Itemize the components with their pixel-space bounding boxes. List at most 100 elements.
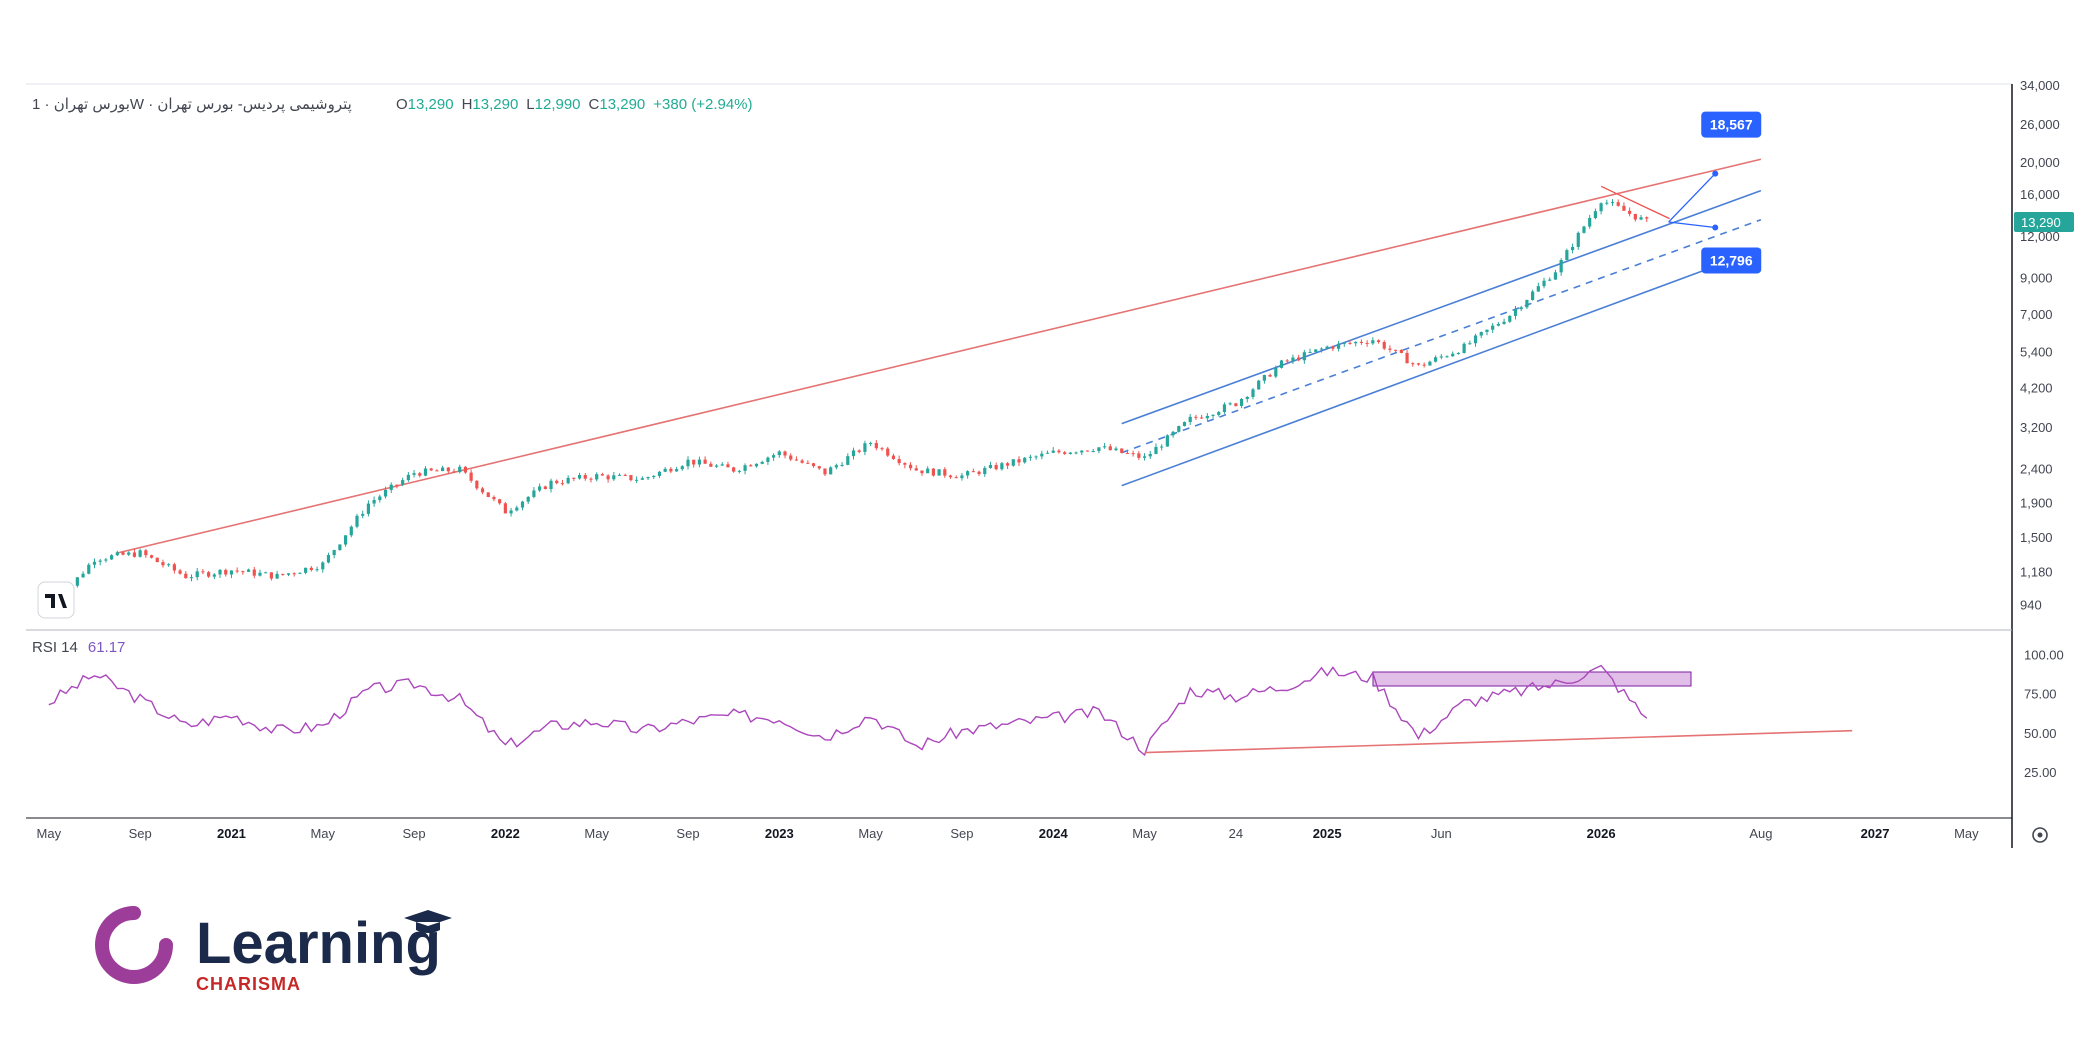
candle (1000, 461, 1004, 471)
candle (366, 500, 371, 517)
target-callouts[interactable]: 18,567 12,796 (1668, 111, 1762, 274)
candle (286, 573, 291, 577)
candle (840, 462, 844, 467)
candle (429, 467, 433, 472)
candle (1051, 447, 1055, 454)
settings-gear-icon[interactable] (2032, 827, 2048, 843)
candle (1137, 451, 1141, 460)
candle (1645, 216, 1649, 222)
candle (1616, 199, 1620, 207)
candle (851, 447, 856, 460)
time-tick-label: Sep (129, 826, 152, 841)
candle (1451, 351, 1455, 357)
symbol-title[interactable]: بورس تهران · 1W · پتروشیمی پردیس- بورس ت… (32, 96, 352, 114)
candle (834, 463, 838, 470)
target-badge[interactable] (1701, 247, 1762, 274)
price-tick-label: 20,000 (2020, 155, 2060, 170)
candle (1177, 425, 1181, 433)
rsi-legend[interactable]: RSI 14 61.17 (32, 639, 125, 656)
candle (1508, 315, 1512, 323)
candle (1394, 349, 1398, 353)
candle (1485, 329, 1489, 336)
candle (1165, 434, 1169, 447)
candle (452, 468, 456, 474)
candle (1154, 443, 1158, 455)
trendlines[interactable] (117, 158, 1762, 554)
candle (98, 558, 102, 566)
candle (749, 463, 753, 467)
channel-upper-line[interactable] (1121, 189, 1762, 425)
time-tick-label: 2027 (1861, 826, 1890, 841)
candle (1171, 430, 1175, 438)
time-tick-label: May (37, 826, 62, 841)
candle (423, 466, 428, 477)
candle (863, 440, 867, 456)
price-tick-label: 9,000 (2020, 270, 2053, 285)
channel-mid-line[interactable] (1121, 218, 1762, 454)
time-tick-label: Jun (1431, 826, 1452, 841)
rsi-tick-label: 75.00 (2024, 687, 2057, 702)
candle (235, 567, 239, 574)
candle (87, 562, 91, 575)
candle (372, 496, 376, 507)
target-badge[interactable] (1701, 111, 1762, 138)
time-tick-label: 24 (1229, 826, 1243, 841)
candle (486, 492, 490, 498)
logo-arc-icon (95, 906, 173, 984)
candle (555, 479, 559, 485)
rsi-axis: 100.00 75.00 50.00 25.00 (2024, 648, 2064, 780)
candle (652, 475, 656, 479)
candle (1097, 447, 1101, 454)
candle (1182, 421, 1187, 427)
candle (401, 477, 405, 487)
candle (1371, 337, 1375, 345)
candle (515, 505, 519, 512)
candle (823, 468, 827, 477)
candle (966, 470, 970, 479)
time-axis[interactable]: May Sep 2021 May Sep 2022 May Sep 2023 May Sep 2024… (37, 826, 1980, 841)
last-price-badge (2014, 211, 2074, 232)
candle (948, 474, 953, 479)
candle (246, 568, 251, 572)
candle (760, 460, 764, 465)
candle (983, 465, 987, 477)
candle (663, 467, 667, 473)
candle (1239, 398, 1244, 409)
candle (1085, 450, 1090, 452)
candle (75, 577, 79, 588)
candle (292, 572, 296, 577)
candle (1257, 379, 1261, 390)
rsi-highlight-box[interactable] (1372, 671, 1692, 687)
resistance-line[interactable] (117, 158, 1762, 554)
candle (1411, 362, 1415, 367)
candle (1354, 341, 1358, 347)
candle (241, 570, 245, 575)
candle (110, 554, 114, 561)
candle (252, 567, 256, 579)
candle (1388, 345, 1392, 353)
candle (92, 558, 97, 569)
price-axis[interactable]: 34,000 26,000 20,000 16,000 12,000 9,000 7,000… (2014, 78, 2074, 612)
candle (1468, 340, 1472, 345)
candle (994, 462, 998, 471)
candle (857, 449, 861, 454)
rsi-support-line[interactable] (1144, 729, 1853, 754)
channel-lower-line[interactable] (1121, 248, 1762, 487)
price-tick-label: 2,400 (2020, 462, 2053, 477)
candle (1336, 340, 1341, 352)
candle (121, 551, 125, 556)
candle (321, 561, 325, 573)
candle (463, 466, 468, 474)
candle (931, 467, 935, 477)
candle (1142, 453, 1147, 461)
candle (224, 568, 228, 577)
candle (1228, 402, 1232, 406)
candle (1319, 347, 1324, 353)
candle (720, 462, 724, 467)
tradingview-logo-icon[interactable] (37, 581, 75, 619)
candle (777, 450, 781, 458)
wedge-line[interactable] (1600, 185, 1670, 220)
candle (926, 466, 930, 474)
candle (1131, 450, 1135, 457)
candle (155, 557, 159, 563)
